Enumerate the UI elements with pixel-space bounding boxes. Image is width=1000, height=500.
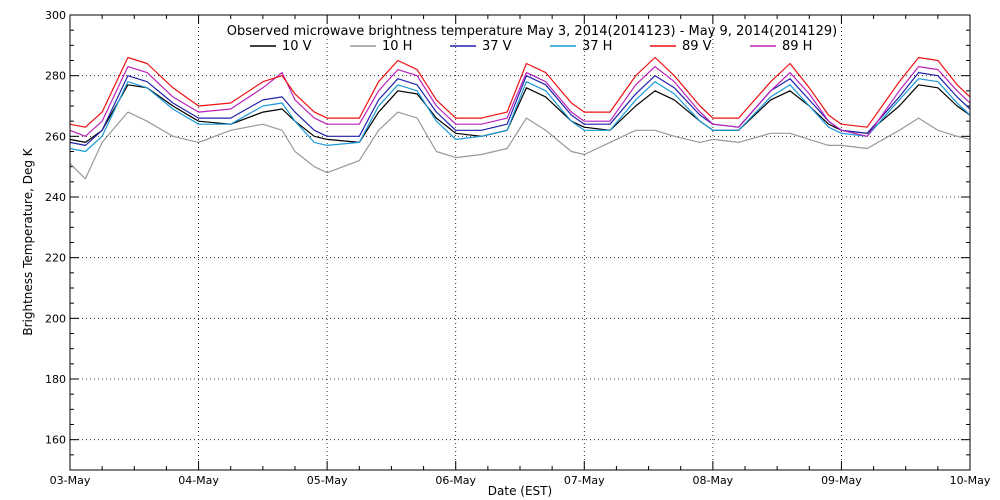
x-tick-label: 03-May xyxy=(50,474,91,487)
x-tick-label: 10-May xyxy=(950,474,991,487)
series-line xyxy=(69,78,971,153)
legend-label: 10 H xyxy=(382,39,412,54)
legend-label: 89 V xyxy=(682,39,712,54)
series-line xyxy=(69,84,971,143)
legend-label: 10 V xyxy=(282,39,312,54)
x-tick-label: 07-May xyxy=(564,474,605,487)
legend: 10 V 10 H 37 V 37 H 89 V 89 H xyxy=(250,39,812,54)
legend-label: 37 H xyxy=(582,39,612,54)
series-line xyxy=(69,56,971,128)
legend-label: 89 H xyxy=(782,39,812,54)
series-line xyxy=(69,71,971,146)
y-tick-label: 280 xyxy=(45,70,66,83)
x-tick-label: 08-May xyxy=(692,474,733,487)
axis-ticks xyxy=(69,14,971,471)
plot-frame xyxy=(69,14,971,471)
y-axis-label: Brightness Temperature, Deg K xyxy=(21,147,35,335)
y-tick-label: 180 xyxy=(45,373,66,386)
series-lines xyxy=(69,56,971,180)
x-tick-labels: 03-May 04-May 05-May 06-May 07-May 08-May 09-M… xyxy=(50,474,991,487)
grid-lines xyxy=(70,15,970,470)
x-tick-label: 05-May xyxy=(307,474,348,487)
y-tick-label: 220 xyxy=(45,252,66,265)
y-tick-labels: 160 180 200 220 240 260 280 300 xyxy=(45,9,66,447)
y-tick-label: 160 xyxy=(45,434,66,447)
legend-label: 37 V xyxy=(482,39,512,54)
x-tick-label: 09-May xyxy=(821,474,862,487)
y-tick-label: 260 xyxy=(45,130,66,143)
series-line xyxy=(69,65,971,137)
y-tick-label: 240 xyxy=(45,191,66,204)
y-tick-label: 300 xyxy=(45,9,66,22)
x-axis-label: Date (EST) xyxy=(488,484,552,498)
chart-title: Observed microwave brightness temperatur… xyxy=(227,24,837,39)
series-line xyxy=(69,111,971,180)
x-tick-label: 06-May xyxy=(435,474,476,487)
x-tick-label: 04-May xyxy=(178,474,219,487)
y-tick-label: 200 xyxy=(45,312,66,325)
